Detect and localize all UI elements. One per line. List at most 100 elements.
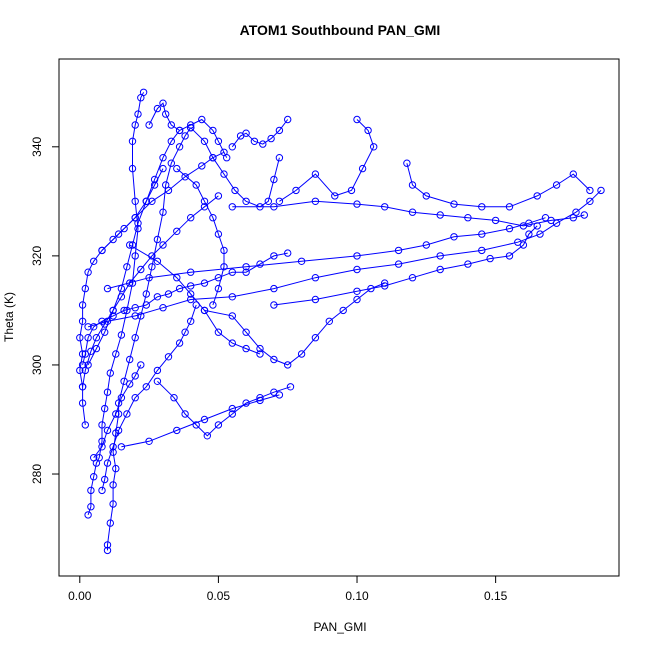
data-point (103, 541, 112, 549)
data-point (586, 197, 594, 206)
data-point (117, 443, 126, 451)
data-point (242, 344, 250, 353)
data-point (408, 181, 417, 189)
data-point (311, 334, 320, 342)
data-point (200, 306, 209, 315)
data-point (203, 432, 212, 440)
series-line (107, 127, 192, 551)
data-point (159, 164, 167, 173)
data-point (76, 334, 84, 342)
data-point (98, 246, 106, 255)
data-point (92, 334, 101, 342)
data-point (525, 219, 533, 227)
y-tick-label: 300 (30, 355, 44, 375)
data-point (159, 99, 167, 107)
data-point (505, 224, 514, 233)
data-point (103, 546, 112, 555)
series-21 (78, 192, 223, 391)
series-11 (228, 115, 292, 151)
data-point (173, 274, 181, 282)
data-point (187, 268, 195, 276)
data-point (259, 140, 267, 148)
data-point (394, 246, 403, 255)
data-point (353, 252, 361, 260)
data-point (106, 519, 115, 527)
series-line (279, 119, 375, 202)
data-point (126, 380, 134, 388)
data-point (84, 334, 92, 342)
data-point (491, 216, 500, 225)
y-tick-label: 280 (30, 464, 44, 484)
data-point (150, 181, 159, 189)
data-point (109, 235, 117, 244)
data-point (381, 203, 389, 211)
data-point (109, 306, 117, 315)
data-point (101, 404, 109, 413)
data-point (150, 175, 159, 184)
series-line (190, 127, 280, 208)
data-point (159, 304, 167, 312)
data-point (123, 263, 131, 271)
series-8 (103, 214, 550, 293)
data-point (284, 249, 292, 257)
data-point (167, 121, 176, 129)
data-point (358, 164, 367, 173)
data-point (142, 290, 151, 298)
data-point (175, 339, 184, 347)
data-point (109, 443, 117, 451)
data-point (569, 214, 577, 222)
data-point (117, 284, 126, 293)
series-13 (403, 159, 594, 211)
data-point (311, 295, 320, 304)
data-point (142, 301, 151, 309)
data-point (214, 230, 223, 238)
data-point (145, 437, 153, 445)
data-point (164, 290, 173, 298)
data-point (597, 186, 605, 195)
data-point (478, 246, 486, 255)
series-line (204, 282, 385, 366)
data-point (84, 511, 92, 519)
series-line (406, 163, 591, 208)
data-point (187, 121, 195, 129)
data-point (270, 203, 278, 211)
data-point (81, 421, 90, 429)
data-point (137, 265, 145, 274)
data-point (270, 252, 278, 260)
data-point (126, 279, 134, 287)
data-point (525, 230, 533, 238)
data-point (256, 203, 264, 211)
series-line (148, 102, 228, 158)
data-point (381, 279, 389, 287)
data-point (364, 126, 372, 135)
data-point (486, 254, 494, 263)
data-point (78, 317, 87, 325)
data-point (256, 350, 264, 358)
data-point (145, 274, 153, 282)
data-point (436, 211, 444, 219)
data-point (109, 481, 117, 489)
x-tick-label: 0.10 (345, 589, 369, 603)
data-point (284, 115, 292, 124)
data-point (131, 334, 139, 342)
data-point (131, 312, 139, 320)
series-23 (98, 148, 228, 255)
data-point (256, 396, 264, 405)
series-line (231, 119, 289, 148)
series-line (273, 225, 538, 306)
data-point (541, 214, 550, 222)
data-point (112, 350, 120, 358)
series-10 (275, 115, 378, 206)
data-point (198, 162, 206, 170)
data-point (114, 426, 123, 435)
data-point (78, 301, 87, 309)
data-point (311, 274, 320, 282)
data-point (153, 104, 162, 113)
data-point (267, 134, 275, 143)
data-point (200, 279, 209, 287)
data-point (408, 208, 417, 216)
series-line (121, 394, 280, 448)
data-point (214, 328, 223, 336)
data-point (569, 170, 577, 178)
data-point (478, 203, 486, 211)
